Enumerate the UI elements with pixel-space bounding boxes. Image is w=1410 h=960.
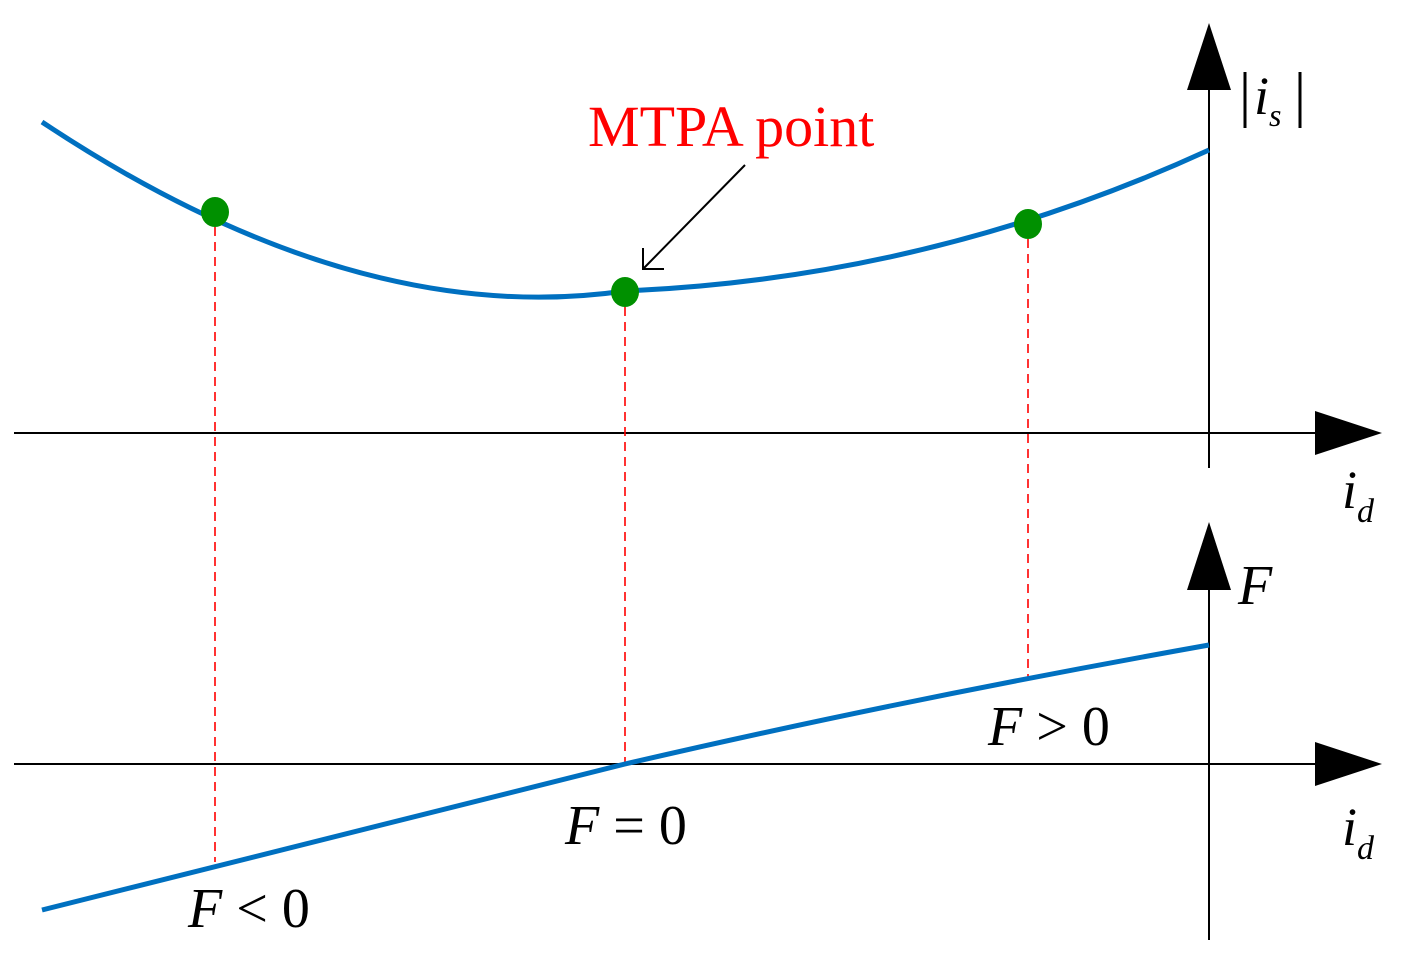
f-positive-value: 0	[1082, 696, 1110, 758]
bottom-y-axis-label: F	[1237, 555, 1273, 617]
bottom-x-axis-label: id	[1342, 797, 1375, 867]
mtpa-point-marker	[611, 277, 639, 307]
is-label-subscript: s	[1269, 97, 1281, 133]
f-negative-symbol: F	[187, 878, 223, 940]
top-plot: is id MTPA point	[14, 23, 1382, 862]
f-positive-symbol: F	[987, 696, 1023, 758]
f-zero-symbol: F	[564, 795, 600, 857]
bottom-x-axis-arrowhead-icon	[1315, 742, 1382, 786]
top-id-symbol: i	[1342, 460, 1357, 520]
top-x-axis-label: id	[1342, 460, 1375, 530]
pointer-arrow-icon	[642, 164, 746, 270]
f-zero-label: F = 0	[564, 795, 687, 857]
top-y-axis-label: is	[1243, 66, 1302, 133]
curve-marker-left	[201, 197, 229, 227]
f-positive-operator: >	[1036, 696, 1068, 758]
bottom-id-subscript: d	[1357, 830, 1375, 867]
is-label-symbol: i	[1254, 66, 1269, 126]
f-negative-operator: <	[236, 878, 268, 940]
bottom-y-axis-arrowhead-icon	[1187, 522, 1231, 590]
f-zero-operator: =	[613, 795, 645, 857]
bottom-plot: F id F <0 F = 0 F >0	[14, 522, 1382, 940]
f-positive-label: F >0	[987, 696, 1110, 758]
top-y-axis-arrowhead-icon	[1187, 23, 1231, 90]
f-negative-value: 0	[282, 878, 310, 940]
mtpa-annotation: MTPA point	[588, 94, 874, 159]
curve-marker-right	[1014, 209, 1042, 239]
top-x-axis-arrowhead-icon	[1315, 411, 1382, 455]
bottom-id-symbol: i	[1342, 797, 1357, 857]
f-function-line	[41, 642, 1210, 913]
top-id-subscript: d	[1357, 493, 1375, 530]
f-zero-value: 0	[659, 795, 687, 857]
f-negative-label: F <0	[187, 878, 310, 940]
svg-text:is: is	[1254, 66, 1281, 133]
